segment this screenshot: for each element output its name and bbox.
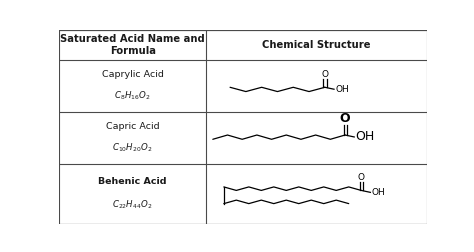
Text: Saturated Acid Name and
Formula: Saturated Acid Name and Formula — [60, 34, 205, 56]
Text: $C_{22}H_{44}O_2$: $C_{22}H_{44}O_2$ — [112, 199, 153, 211]
Text: Capric Acid: Capric Acid — [106, 122, 160, 131]
Text: O: O — [321, 70, 328, 79]
Text: Behenic Acid: Behenic Acid — [99, 177, 167, 186]
Text: $C_8H_{16}O_2$: $C_8H_{16}O_2$ — [114, 89, 151, 102]
Text: O: O — [358, 173, 365, 182]
Text: Chemical Structure: Chemical Structure — [262, 40, 371, 50]
Text: $C_{10}H_{20}O_2$: $C_{10}H_{20}O_2$ — [112, 141, 153, 154]
Text: O: O — [340, 112, 350, 124]
Text: OH: OH — [356, 131, 374, 143]
Text: Caprylic Acid: Caprylic Acid — [102, 70, 164, 79]
Text: OH: OH — [372, 188, 385, 197]
Text: OH: OH — [335, 85, 349, 94]
